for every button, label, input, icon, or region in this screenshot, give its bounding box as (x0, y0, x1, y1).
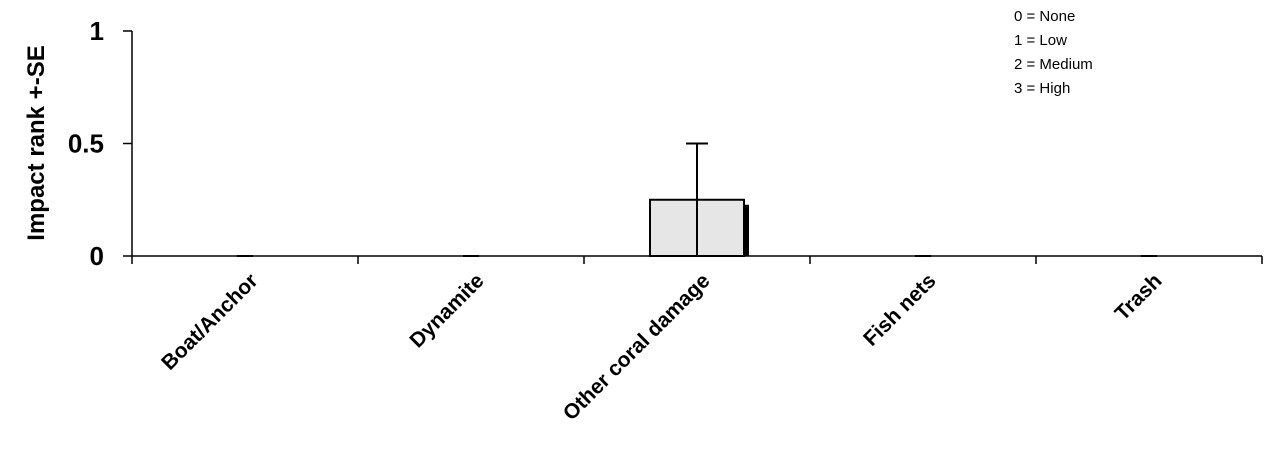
legend-entry: 3 = High (1014, 80, 1070, 97)
y-tick-label: 0.5 (68, 129, 104, 159)
legend-entry: 0 = None (1014, 8, 1075, 25)
y-tick-label: 0 (90, 241, 104, 271)
legend-entry: 1 = Low (1014, 32, 1067, 49)
x-category-labels: Boat/Anchor Dynamite Other coral damage Fis… (157, 269, 1166, 425)
x-category-label: Dynamite (405, 269, 488, 352)
y-tick-labels: 00.51 (68, 16, 104, 271)
y-tick-label: 1 (90, 16, 104, 46)
x-category-label: Boat/Anchor (157, 269, 262, 374)
legend-entry: 2 = Medium (1014, 56, 1093, 73)
legend: 0 = None 1 = Low 2 = Medium 3 = High (1014, 8, 1093, 97)
chart-bars (237, 142, 1157, 257)
x-category-label: Trash (1111, 269, 1167, 325)
x-category-label: Other coral damage (559, 269, 715, 425)
y-axis-title: Impact rank +-SE (23, 45, 50, 240)
x-category-label: Fish nets (859, 269, 940, 350)
